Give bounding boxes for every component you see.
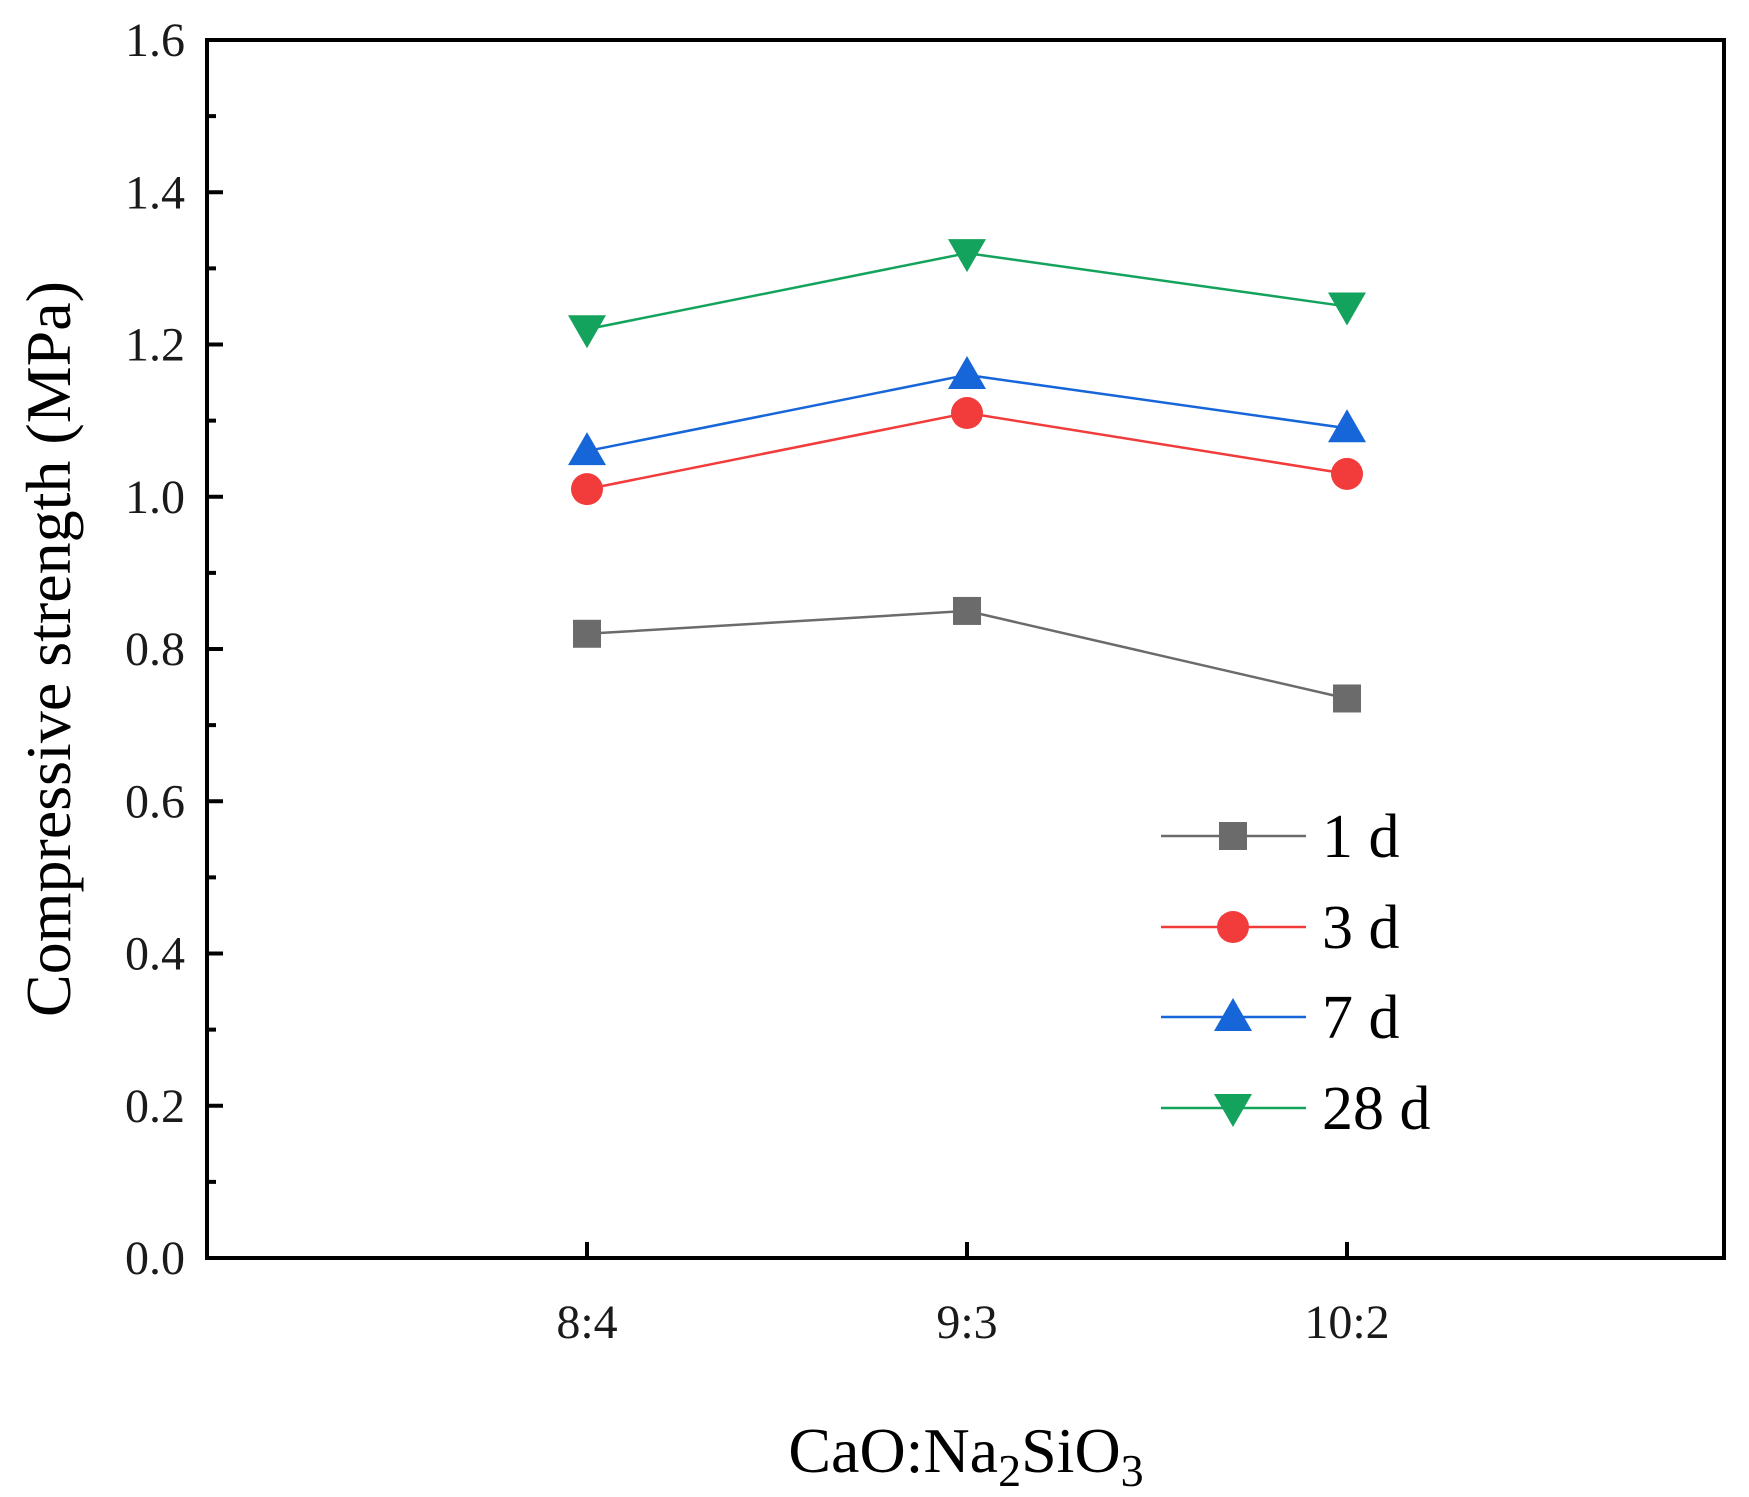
y-tick-label: 1.0 bbox=[125, 471, 185, 524]
data-point bbox=[571, 473, 603, 506]
y-tick-label: 1.6 bbox=[125, 14, 185, 67]
y-tick-label: 0.6 bbox=[125, 775, 185, 828]
series-group bbox=[568, 239, 1366, 713]
data-point bbox=[568, 315, 606, 349]
x-axis-title: CaO:Na2SiO3 bbox=[788, 1415, 1143, 1496]
y-tick-label: 1.4 bbox=[125, 166, 185, 219]
series-4 bbox=[568, 239, 1366, 349]
legend-entry: 28 d bbox=[1161, 1075, 1431, 1143]
y-tick-label: 1.2 bbox=[125, 319, 185, 372]
legend-label: 1 d bbox=[1322, 803, 1400, 871]
legend-entry: 1 d bbox=[1161, 803, 1400, 871]
legend-entry: 3 d bbox=[1161, 894, 1400, 962]
legend-marker bbox=[1214, 998, 1252, 1031]
legend: 1 d 3 d 7 d 28 d bbox=[1161, 803, 1431, 1143]
legend-entry: 7 d bbox=[1161, 984, 1400, 1052]
data-point bbox=[573, 619, 601, 648]
y-tick-label: 0.4 bbox=[125, 928, 185, 981]
legend-marker bbox=[1219, 822, 1247, 850]
data-point bbox=[1331, 457, 1363, 490]
x-tick-label: 8:4 bbox=[556, 1296, 617, 1349]
series-3 bbox=[568, 355, 1366, 466]
series-2 bbox=[571, 397, 1363, 506]
x-tick-label: 10:2 bbox=[1304, 1296, 1389, 1349]
legend-marker bbox=[1214, 1094, 1252, 1127]
legend-label: 3 d bbox=[1322, 894, 1400, 962]
legend-label: 7 d bbox=[1322, 984, 1400, 1052]
axis-ticks: 0.0 0.2 0.4 0.6 0.8 1.0 1.2 1.4 1.6 8:4 9:3 10:2 bbox=[125, 14, 1390, 1349]
data-point bbox=[1333, 684, 1361, 713]
plot-frame bbox=[205, 38, 1726, 1260]
legend-label: 28 d bbox=[1322, 1075, 1431, 1143]
data-point bbox=[951, 397, 983, 430]
y-tick-label: 0.2 bbox=[125, 1080, 185, 1133]
data-point bbox=[948, 239, 986, 273]
data-point bbox=[1328, 292, 1366, 326]
series-1 bbox=[573, 596, 1361, 713]
data-point bbox=[953, 596, 981, 625]
data-point bbox=[568, 432, 606, 466]
legend-marker bbox=[1217, 911, 1249, 943]
data-point bbox=[1328, 409, 1366, 443]
y-tick-label: 0.0 bbox=[125, 1232, 185, 1285]
data-point bbox=[948, 355, 986, 389]
x-tick-label: 9:3 bbox=[936, 1296, 997, 1349]
y-tick-label: 0.8 bbox=[125, 623, 185, 676]
y-axis-title: Compressive strength (MPa) bbox=[13, 281, 84, 1017]
